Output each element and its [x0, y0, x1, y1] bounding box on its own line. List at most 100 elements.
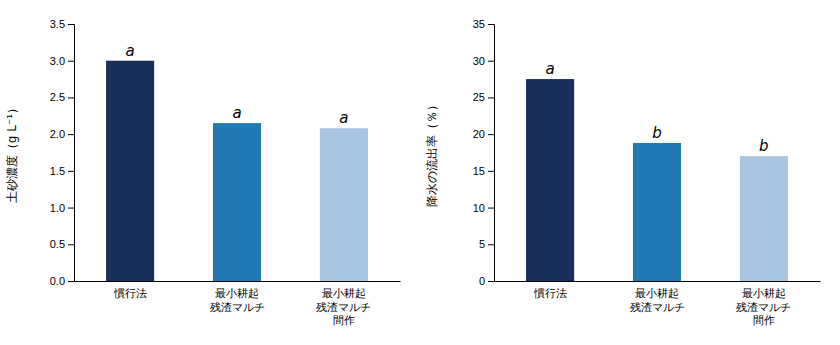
chart-svg: 0.00.51.01.52.02.53.03.5慣行法最小耕起残渣マルチ最小耕起… — [0, 0, 840, 345]
tick-mark — [488, 281, 494, 282]
panel: 0.00.51.01.52.02.53.03.5慣行法最小耕起残渣マルチ最小耕起… — [5, 18, 401, 326]
tick-label: 最小耕起残渣マルチ間作 — [736, 287, 791, 327]
tick: 3.5 — [50, 18, 74, 30]
tick-label-line: 最小耕起 — [215, 287, 259, 299]
tick-label-line: 最小耕起 — [635, 287, 679, 299]
tick: 0.0 — [50, 275, 74, 287]
x-axis: 慣行法最小耕起残渣マルチ最小耕起残渣マルチ間作 — [495, 282, 821, 327]
tick-mark — [68, 24, 74, 25]
tick: 2.0 — [50, 128, 74, 140]
tick: 35 — [473, 18, 494, 30]
tick-label: 慣行法 — [113, 287, 147, 299]
tick-mark — [68, 281, 74, 282]
tick-label: 最小耕起残渣マルチ — [210, 287, 265, 313]
tick-mark — [488, 244, 494, 245]
tick: 1.0 — [50, 202, 74, 214]
tick: 30 — [473, 55, 494, 67]
tick-label-line: 間作 — [333, 314, 355, 326]
tick-label: 最小耕起残渣マルチ — [630, 287, 685, 313]
axis-line — [75, 281, 401, 282]
x-axis: 慣行法最小耕起残渣マルチ最小耕起残渣マルチ間作 — [75, 282, 401, 327]
tick-label: 3.5 — [50, 18, 65, 30]
tick: 20 — [473, 128, 494, 140]
axis-line — [68, 25, 75, 282]
tick-label: 慣行法 — [533, 287, 567, 299]
tick-mark — [488, 208, 494, 209]
tick-label: 2.0 — [50, 128, 65, 140]
tick-label: 0 — [479, 275, 485, 287]
marks — [106, 61, 368, 281]
bar — [740, 156, 788, 281]
tick-label: 30 — [473, 55, 485, 67]
tick-label: 最小耕起残渣マルチ間作 — [316, 287, 371, 327]
y-axis: 0.0 0.5 1.0 1.5 2.0 2.5 3.0 3.5 — [50, 18, 75, 287]
tick-label-line: 残渣マルチ — [210, 301, 265, 313]
tick-mark — [68, 97, 74, 98]
tick: 25 — [473, 91, 494, 103]
tick: 最小耕起残渣マルチ — [630, 287, 685, 313]
tick-mark — [488, 61, 494, 62]
axis-line — [495, 281, 821, 282]
tick: 最小耕起残渣マルチ — [210, 287, 265, 313]
tick: 5 — [479, 238, 494, 250]
tick-mark — [488, 97, 494, 98]
tick-mark — [488, 24, 494, 25]
tick-label-line: 残渣マルチ — [630, 301, 685, 313]
panel: 05101520253035慣行法最小耕起残渣マルチ最小耕起残渣マルチ間作降水の… — [425, 18, 821, 326]
tick-label: 15 — [473, 165, 485, 177]
tick-label: 35 — [473, 18, 485, 30]
tick-label: 3.0 — [50, 55, 65, 67]
tick: 慣行法 — [533, 287, 567, 299]
annotation: a — [546, 60, 555, 78]
y-axis: 0 5 10 15 20 25 30 35 — [473, 18, 495, 287]
tick-label-line: 最小耕起 — [322, 287, 366, 299]
tick-mark — [68, 134, 74, 135]
tick-label-line: 最小耕起 — [742, 287, 786, 299]
annotation: a — [232, 104, 241, 122]
tick-label-line: 慣行法 — [113, 287, 147, 299]
y-axis-title: 土砂濃度（g L⁻¹） — [5, 102, 19, 203]
tick: 2.5 — [50, 91, 74, 103]
annotation: b — [759, 137, 769, 155]
tick-label-line: 間作 — [753, 314, 775, 326]
tick: 最小耕起残渣マルチ間作 — [736, 287, 791, 327]
tick-label: 25 — [473, 91, 485, 103]
tick: 0.5 — [50, 238, 74, 250]
tick-mark — [68, 171, 74, 172]
tick-label: 20 — [473, 128, 485, 140]
tick-mark — [68, 208, 74, 209]
annotations: a a a — [126, 42, 349, 128]
tick-label-line: 慣行法 — [533, 287, 567, 299]
tick-label: 10 — [473, 202, 485, 214]
tick: 3.0 — [50, 55, 74, 67]
bar — [106, 61, 154, 281]
tick-label: 1.0 — [50, 202, 65, 214]
tick-mark — [488, 134, 494, 135]
tick: 慣行法 — [113, 287, 147, 299]
axis-line — [488, 25, 495, 282]
tick-label: 1.5 — [50, 165, 65, 177]
annotation: b — [652, 124, 662, 142]
tick-label: 2.5 — [50, 91, 65, 103]
tick-mark — [68, 244, 74, 245]
tick-label: 0.0 — [50, 275, 65, 287]
annotation: a — [339, 109, 348, 127]
tick: 1.5 — [50, 165, 74, 177]
bar — [320, 128, 368, 281]
marks — [526, 79, 788, 281]
tick: 15 — [473, 165, 494, 177]
bar — [526, 79, 574, 281]
bar — [213, 123, 261, 281]
tick-mark — [68, 61, 74, 62]
bar — [633, 143, 681, 281]
tick: 最小耕起残渣マルチ間作 — [316, 287, 371, 327]
annotations: a b b — [546, 60, 769, 155]
tick: 0 — [479, 275, 494, 287]
tick-label-line: 残渣マルチ — [736, 301, 791, 313]
tick: 10 — [473, 202, 494, 214]
annotation: a — [126, 42, 135, 60]
tick-label-line: 残渣マルチ — [316, 301, 371, 313]
tick-mark — [488, 171, 494, 172]
y-axis-title: 降水の流出率（％） — [425, 99, 439, 207]
tick-label: 5 — [479, 238, 485, 250]
